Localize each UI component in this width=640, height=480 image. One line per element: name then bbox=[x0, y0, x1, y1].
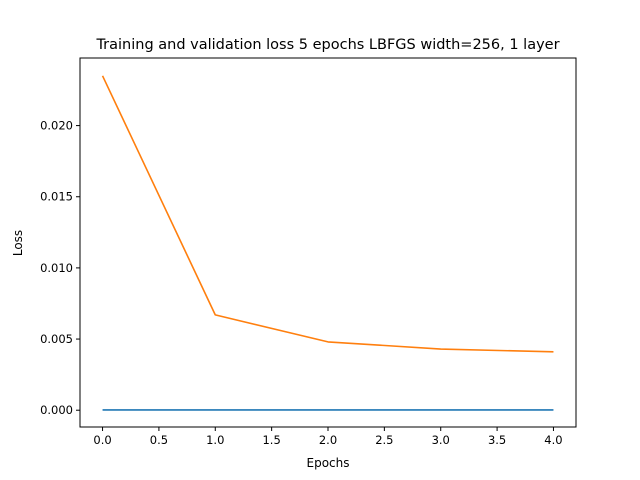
series-layer bbox=[101, 75, 554, 411]
x-tick-label: 1.5 bbox=[262, 433, 280, 447]
x-axis-label: Epochs bbox=[307, 456, 350, 470]
y-tick-label: 0.020 bbox=[40, 119, 73, 133]
x-tick-label: 0.0 bbox=[93, 433, 111, 447]
x-tick-label: 1.0 bbox=[206, 433, 224, 447]
x-tick-label: 0.5 bbox=[150, 433, 168, 447]
y-tick-label: 0.010 bbox=[40, 261, 73, 275]
x-tick-label: 2.0 bbox=[319, 433, 337, 447]
x-tick-label: 4.0 bbox=[544, 433, 562, 447]
y-axis-label: Loss bbox=[11, 230, 25, 256]
y-tick-label: 0.000 bbox=[40, 403, 73, 417]
x-tick-label: 3.0 bbox=[432, 433, 450, 447]
y-tick-label: 0.005 bbox=[40, 332, 73, 346]
x-tick-label: 3.5 bbox=[488, 433, 506, 447]
x-tick-label: 2.5 bbox=[375, 433, 393, 447]
series-line-2 bbox=[101, 75, 554, 353]
ticks-layer: 0.0 0.5 1.0 1.5 2.0 2.5 3.0 3.5 4.0 0.000 0.005 0.0… bbox=[40, 119, 563, 447]
plot-frame bbox=[79, 57, 577, 428]
y-tick-label: 0.015 bbox=[40, 190, 73, 204]
chart-title: Training and validation loss 5 epochs LB… bbox=[95, 37, 559, 53]
